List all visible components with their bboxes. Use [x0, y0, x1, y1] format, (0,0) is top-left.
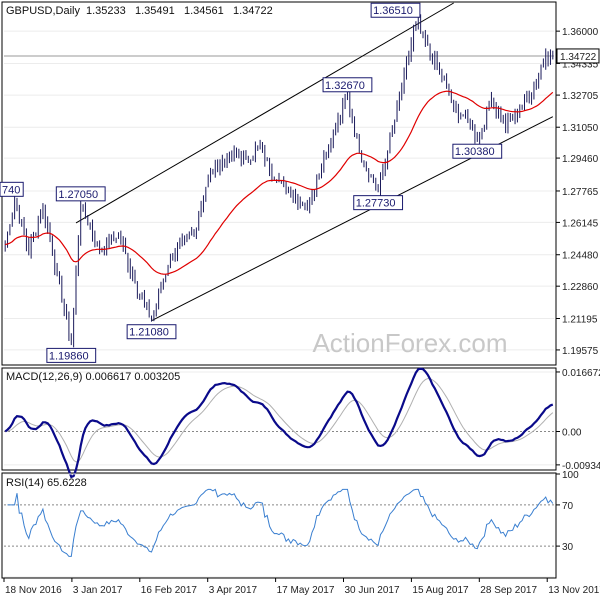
rsi-panel-frame: [1, 472, 557, 579]
price-tick-label: 1.19575: [562, 346, 599, 357]
x-axis: 18 Nov 2016 3 Jan 2017 16 Feb 2017 3 Apr 20…: [3, 578, 600, 596]
pivot-label-box: [55, 186, 106, 202]
rsi-tick-label: 100: [562, 470, 579, 481]
macd-tick-label: -0.009345: [562, 461, 600, 472]
x-tick-label: 18 Nov 2016: [5, 585, 62, 596]
pivot-label: 740: [2, 184, 20, 196]
pivot-label: 1.36510: [373, 5, 413, 17]
price-tick-label: 1.24480: [562, 251, 599, 262]
macd-gridlines: [4, 371, 554, 466]
price-header: GBPUSD,Daily 1.35233 1.35491 1.34561 1.3…: [6, 5, 273, 17]
pivot-label-box: [46, 347, 97, 363]
pivot-label: 1.27730: [356, 198, 396, 210]
price-tick-label: 1.26145: [562, 218, 599, 229]
pivot-label-box: [370, 2, 421, 18]
price-tick-label: 1.22860: [562, 282, 599, 293]
pivot-label: 1.27050: [58, 189, 98, 201]
price-gridlines: [4, 30, 554, 351]
price-tick-label: 1.34335: [562, 59, 599, 70]
pivot-label-box: [126, 324, 177, 340]
watermark: ActionForex.com: [312, 328, 507, 358]
price-tick-label: 1.31050: [562, 123, 599, 134]
rsi-y-axis: 100 70 30: [556, 470, 579, 553]
pivot-label: 1.19860: [49, 350, 89, 362]
x-tick-label: 3 Apr 2017: [209, 585, 258, 596]
low-value: 1.34561: [184, 5, 224, 17]
macd-tick-label: 0.016672: [562, 368, 600, 379]
rsi-gridlines: [4, 473, 554, 578]
x-tick-label: 13 Nov 2017: [548, 585, 600, 596]
x-tick-label: 17 May 2017: [277, 585, 335, 596]
channel-upper-line: [75, 2, 454, 224]
macd-signal-line: [5, 378, 554, 463]
moving-average-line: [5, 90, 554, 275]
x-tick-label: 15 Aug 2017: [412, 585, 469, 596]
macd-tick-label: 0.00: [562, 428, 582, 439]
price-tick-label: 1.32705: [562, 91, 599, 102]
symbol-label: GBPUSD,Daily: [6, 5, 80, 17]
rsi-title: RSI(14) 65.6228: [6, 477, 87, 489]
macd-panel-frame: [1, 367, 557, 471]
pivot-label-box: [452, 143, 503, 159]
pivot-label-box: [353, 195, 404, 211]
current-price-box: [556, 48, 600, 64]
high-value: 1.35491: [135, 5, 175, 17]
pivot-label-box: [322, 77, 373, 93]
x-tick-label: 3 Jan 2017: [73, 585, 123, 596]
trend-channel: [75, 2, 554, 322]
rsi-line: [7, 488, 554, 557]
price-panel-frame: [1, 1, 557, 366]
price-tick-label: 1.27765: [562, 187, 599, 198]
rsi-tick-label: 30: [562, 542, 574, 553]
macd-title: MACD(12,26,9) 0.006617 0.003205: [6, 371, 180, 383]
price-tick-label: 1.36000: [562, 27, 599, 38]
rsi-tick-label: 70: [562, 501, 574, 512]
macd-y-axis: 0.016672 0.00 -0.009345: [556, 368, 600, 472]
pivot-label: 1.30380: [455, 146, 495, 158]
x-tick-label: 28 Sep 2017: [480, 585, 537, 596]
pivot-label: 1.32670: [325, 80, 365, 92]
pivot-label-box: [0, 181, 24, 197]
price-tick-label: 1.29460: [562, 154, 599, 165]
pivot-label: 1.21080: [129, 327, 169, 339]
price-annotations: 1.19860 1.27050 1.21080 1.32670 1.27730 1.365…: [0, 2, 503, 363]
current-price-label: 1.34722: [560, 52, 597, 63]
price-y-axis: 1.36000 1.34335 1.32705 1.31050 1.29460 1.277…: [556, 27, 600, 357]
price-bars: [4, 14, 554, 348]
macd-line: [4, 367, 554, 479]
price-tick-label: 1.21195: [562, 314, 598, 325]
x-tick-label: 30 Jun 2017: [345, 585, 400, 596]
open-value: 1.35233: [86, 5, 126, 17]
x-tick-label: 16 Feb 2017: [141, 585, 198, 596]
close-value: 1.34722: [233, 5, 273, 17]
